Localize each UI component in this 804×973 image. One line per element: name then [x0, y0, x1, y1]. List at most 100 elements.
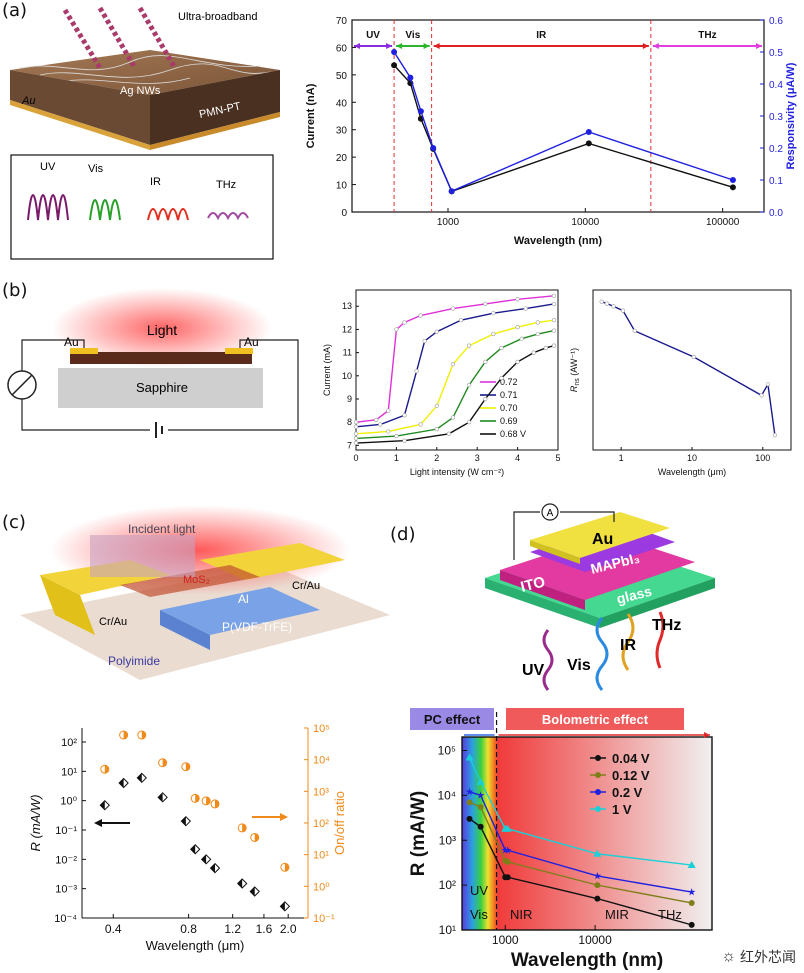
- x-axis-label: Light intensity (W cm⁻²): [410, 467, 504, 477]
- legend-marker: [595, 806, 601, 812]
- y-tick-label: 10: [342, 371, 352, 381]
- legend-label: 0.69: [500, 416, 518, 426]
- wire-left: [513, 511, 540, 560]
- data-point: [772, 432, 777, 438]
- data-point: [687, 888, 696, 896]
- data-point: [467, 382, 472, 388]
- ammeter-needle: [11, 374, 33, 396]
- legend-label: 0.04 V: [612, 751, 650, 766]
- y2-tick-label: 0.5: [769, 48, 783, 59]
- onoff-point-fill: [104, 765, 109, 774]
- data-point: [585, 140, 592, 147]
- data-point: [593, 871, 602, 880]
- y-tick-label: 20: [336, 153, 348, 164]
- onoff-point-fill: [215, 799, 220, 808]
- y2-tick-label: 10¹: [313, 850, 329, 862]
- responsivity-point-fill: [280, 901, 285, 911]
- data-point: [418, 422, 423, 427]
- data-point: [467, 420, 472, 425]
- inset-thz: THz: [216, 179, 236, 191]
- y-tick-label: 7: [347, 440, 352, 450]
- wave-ir: [147, 208, 189, 221]
- data-point: [391, 62, 398, 69]
- data-point: [465, 753, 474, 761]
- circuit-wire-left: [21, 339, 150, 431]
- data-point: [394, 433, 399, 439]
- responsivity-point-fill: [250, 887, 255, 897]
- responsivity-point-fill: [237, 879, 243, 889]
- panel-label-a: (a): [2, 0, 28, 21]
- y-tick-label: 10⁰: [60, 796, 77, 808]
- y2-tick-label: 0.0: [769, 208, 783, 219]
- legend-marker: [595, 772, 601, 778]
- y2-tick-label: 0.6: [769, 16, 783, 27]
- data-point: [499, 345, 504, 351]
- data-point: [519, 336, 524, 341]
- band-uv: UV: [522, 662, 545, 679]
- pc-region-bg: [462, 737, 497, 930]
- legend-label: 0.71: [500, 390, 518, 400]
- region-label: Vis: [405, 30, 420, 41]
- y-tick-label: 0: [341, 208, 347, 219]
- data-point: [491, 331, 496, 337]
- x-tick-label: 5: [555, 453, 560, 463]
- data-point: [353, 436, 359, 441]
- region-arrowhead: [423, 43, 430, 49]
- data-point: [434, 427, 439, 432]
- data-point: [483, 359, 488, 364]
- y-tick-label: 70: [336, 16, 348, 27]
- y-tick-label: 12: [342, 324, 352, 334]
- au-label: Au: [592, 531, 613, 548]
- band-vis: Vis: [567, 657, 591, 674]
- y-tick-label: 10⁴: [437, 788, 456, 802]
- plot-frame: [351, 19, 765, 213]
- data-point: [535, 320, 540, 325]
- dielectric-front: [160, 610, 210, 650]
- legend-label: 0.72: [500, 377, 518, 387]
- arrow-left-head: [94, 819, 102, 827]
- data-point: [531, 350, 536, 355]
- schematic-a: Ultra-broadband Ag NWs PMN-PT Au UV Vis …: [10, 6, 280, 260]
- al-gate-block: [90, 535, 195, 577]
- y-tick-label: 30: [336, 126, 348, 137]
- y-tick-label: 8: [347, 417, 352, 427]
- bolometric-box: [506, 708, 684, 730]
- electrode-right-label: Au: [244, 335, 259, 349]
- data-point: [688, 899, 695, 906]
- nanowire-layer: [10, 50, 280, 95]
- x-tick-label: 4: [515, 453, 520, 463]
- x-tick-label: 1: [394, 453, 399, 463]
- au-layer-side: [150, 112, 280, 150]
- onoff-point-fill: [206, 796, 211, 805]
- data-point: [515, 359, 520, 364]
- watermark-text: 红外芯闻: [740, 949, 796, 965]
- x-tick-label: 10000: [578, 933, 612, 947]
- y2-tick-label: 10⁴: [313, 755, 330, 767]
- legend-label: 0.68 V: [500, 429, 526, 439]
- responsivity-point-fill: [181, 816, 186, 826]
- x-axis-label: Wavelength (nm): [514, 235, 603, 247]
- y-tick-label: 10²: [439, 878, 456, 892]
- data-point: [599, 299, 604, 304]
- slab-front: [10, 70, 150, 145]
- x-tick-label: 0: [353, 453, 358, 463]
- data-point: [483, 301, 488, 307]
- data-point: [594, 882, 601, 889]
- series-line-0.69: [355, 329, 555, 440]
- beam-2: [97, 6, 138, 70]
- light-label: Light: [147, 322, 177, 338]
- series-line-current: [393, 64, 734, 193]
- data-point: [391, 49, 398, 55]
- x-tick-label: 100000: [706, 217, 740, 228]
- y-tick-label: 10⁻³: [55, 884, 77, 896]
- y-axis-label: Current (nA): [305, 83, 317, 148]
- data-point: [551, 301, 557, 307]
- onoff-point-fill: [195, 794, 200, 803]
- plot-frame: [355, 289, 559, 451]
- band-label: Vis: [470, 907, 488, 922]
- beam-1: [62, 8, 103, 70]
- data-point: [407, 74, 414, 81]
- legend-label: 0.12 V: [612, 768, 650, 783]
- onoff-point-fill: [242, 823, 247, 832]
